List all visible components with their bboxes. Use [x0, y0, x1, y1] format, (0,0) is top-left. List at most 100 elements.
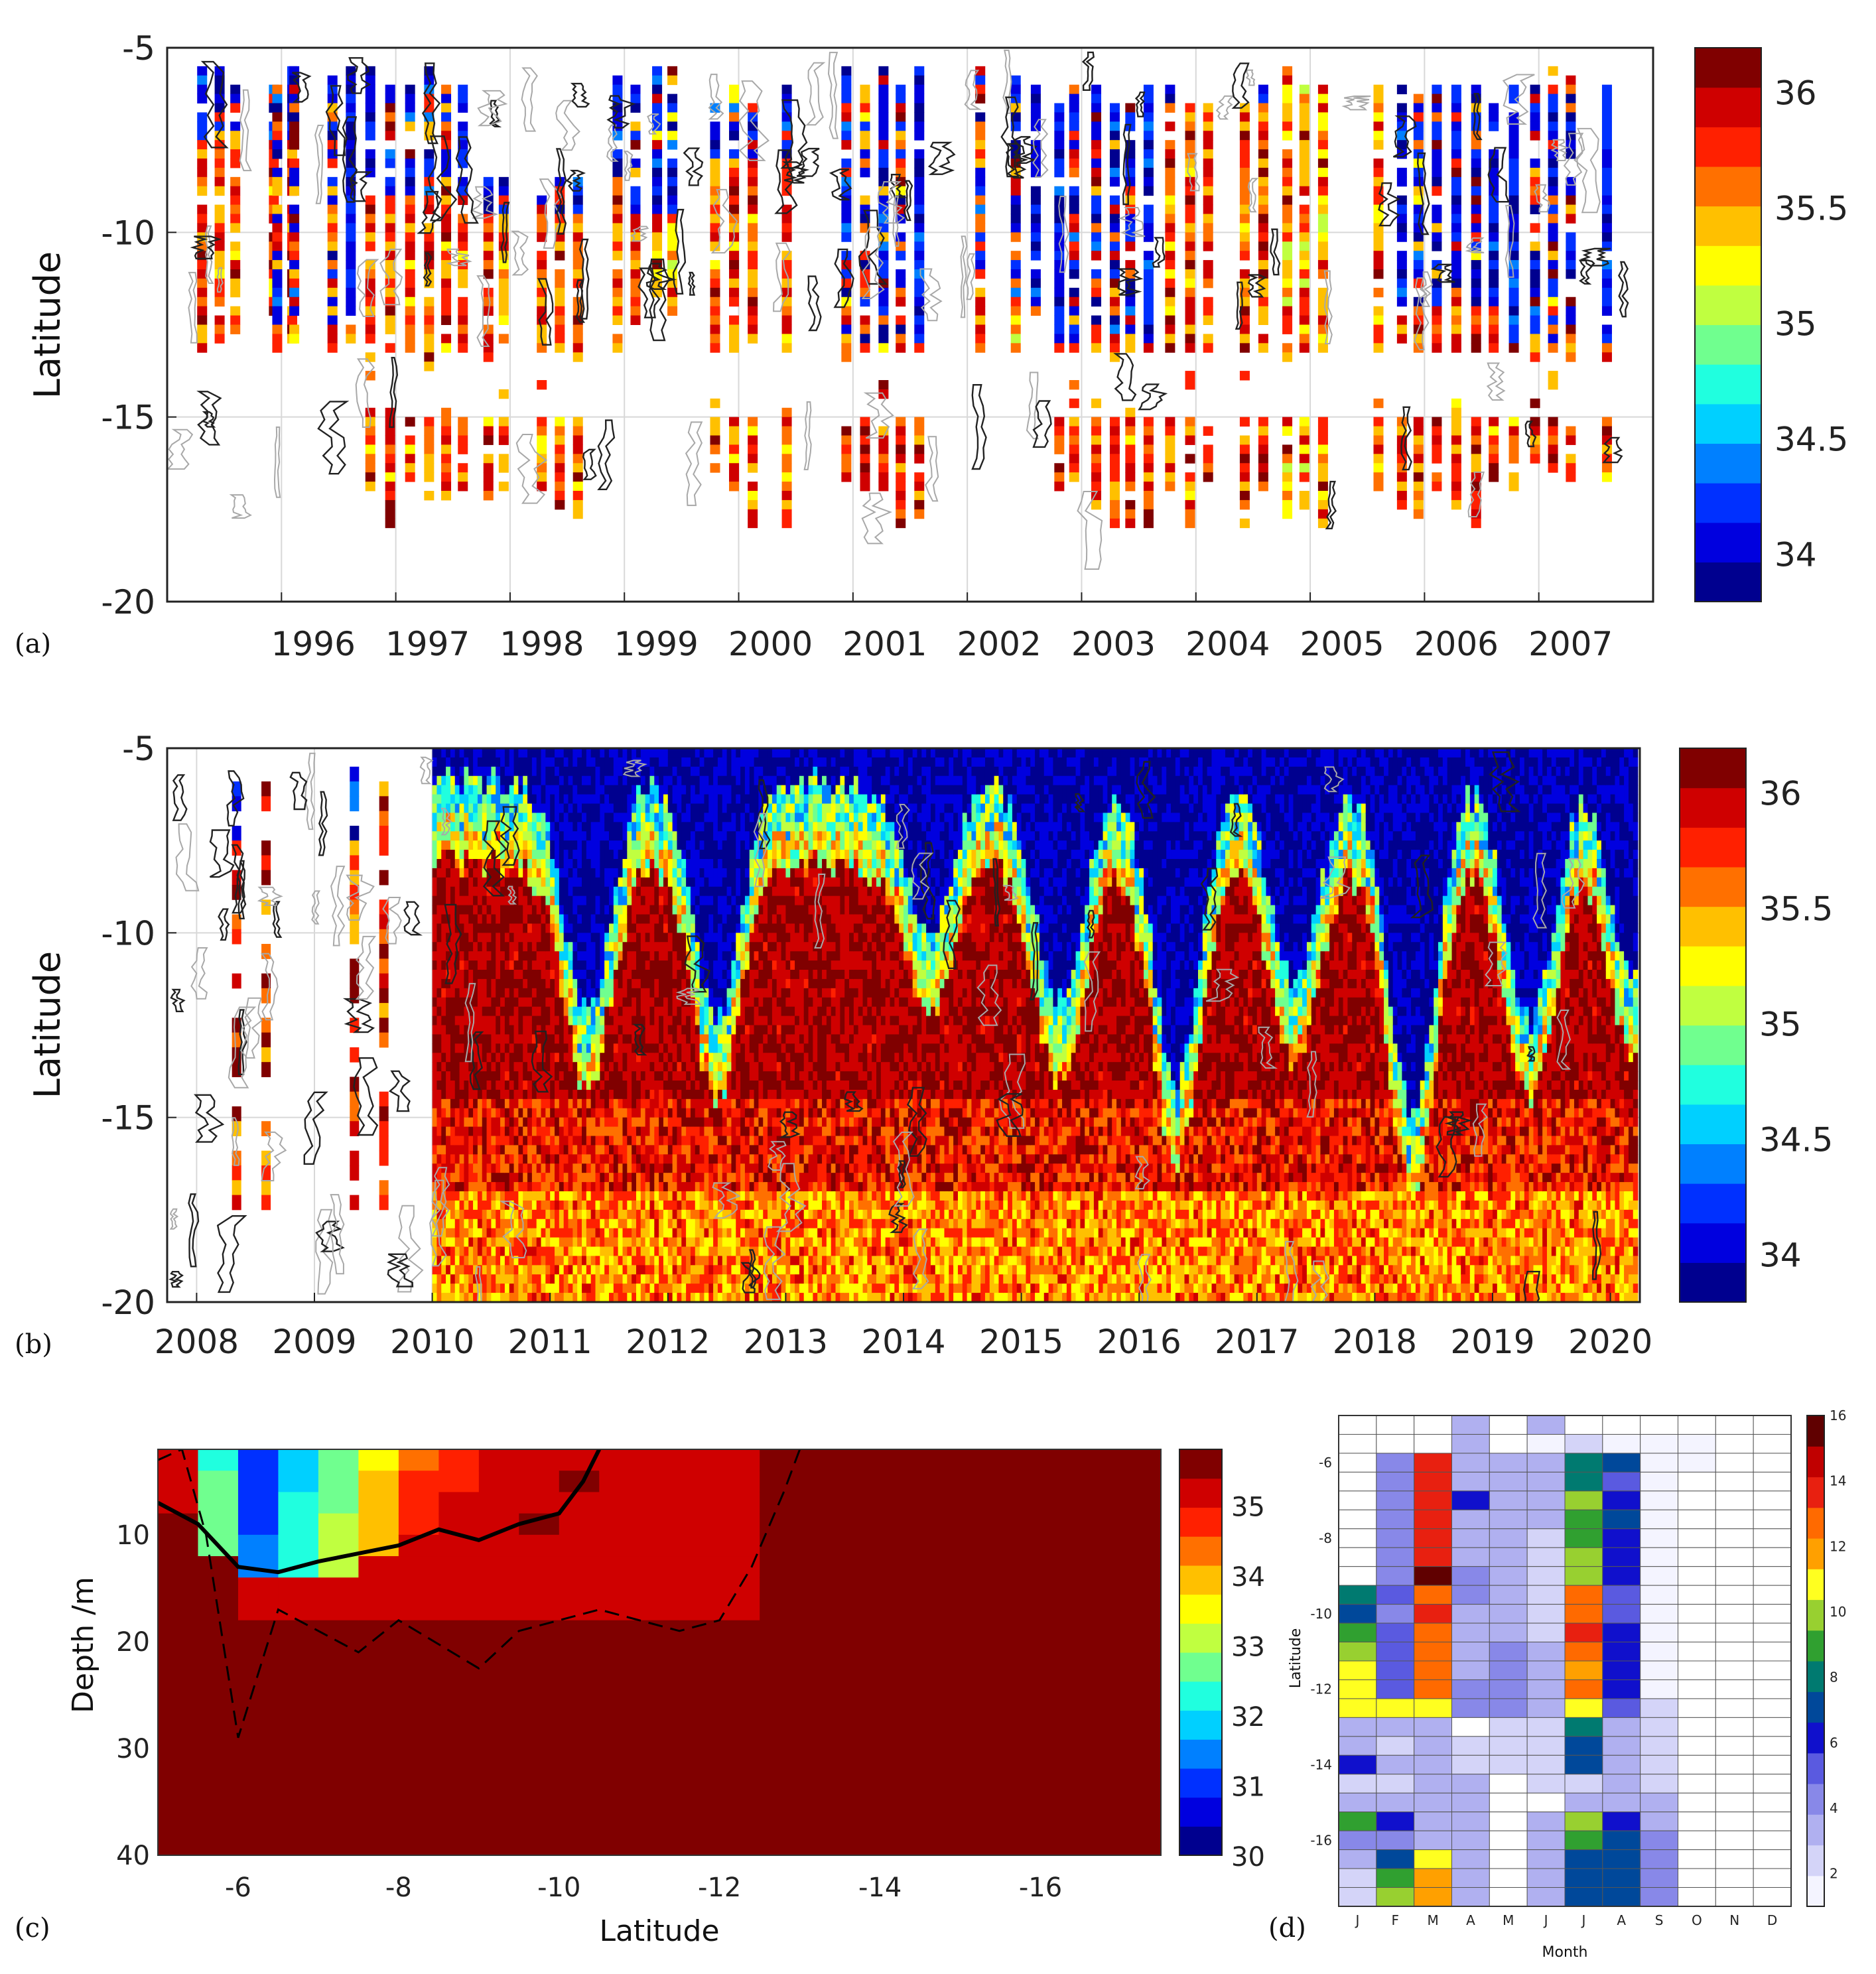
salinity-cell [436, 1154, 442, 1165]
salinity-cell [477, 877, 483, 888]
salinity-cell [612, 214, 623, 224]
salinity-cell [473, 895, 478, 906]
salinity-cell [459, 803, 465, 814]
salinity-cell [586, 775, 592, 786]
salinity-cell [527, 1173, 533, 1183]
salinity-cell [729, 435, 740, 445]
salinity-cell [441, 444, 452, 454]
salinity-cell [590, 1265, 596, 1276]
salinity-cell [230, 204, 241, 214]
salinity-cell [841, 223, 852, 233]
salinity-cell [1165, 463, 1175, 473]
salinity-cell [568, 1200, 574, 1211]
salinity-cell [568, 1145, 574, 1155]
salinity-cell [1185, 491, 1195, 501]
salinity-cell [441, 343, 452, 353]
salinity-cell [261, 796, 271, 812]
salinity-cell [613, 850, 619, 860]
contour-line [1235, 281, 1244, 330]
salinity-cell [555, 269, 565, 279]
salinity-cell [482, 766, 488, 777]
salinity-cell [1165, 306, 1175, 316]
salinity-cell [563, 923, 569, 934]
salinity-cell [1165, 251, 1175, 261]
salinity-cell [1601, 435, 1612, 445]
salinity-cell [563, 1043, 569, 1054]
salinity-cell [781, 287, 792, 298]
salinity-cell [541, 1154, 547, 1165]
salinity-cell [618, 923, 624, 934]
salinity-cell [1451, 223, 1461, 233]
salinity-cell [468, 1025, 474, 1035]
salinity-cell [424, 159, 435, 168]
salinity-cell [667, 131, 678, 141]
salinity-cell [454, 766, 460, 777]
salinity-cell [896, 482, 906, 492]
salinity-cell [477, 914, 483, 925]
salinity-cell [432, 1191, 438, 1201]
salinity-cell [498, 176, 509, 187]
salinity-cell [1203, 260, 1213, 270]
salinity-cell [582, 803, 587, 814]
salinity-cell [896, 112, 906, 122]
salinity-cell [527, 1182, 533, 1192]
salinity-cell [1508, 334, 1519, 344]
salinity-cell [214, 176, 225, 187]
salinity-cell [1299, 296, 1309, 307]
salinity-cell [586, 1228, 592, 1238]
salinity-cell [365, 315, 375, 325]
salinity-cell [477, 970, 483, 980]
salinity-cell [1282, 260, 1293, 270]
salinity-cell [590, 868, 596, 878]
salinity-cell [486, 988, 492, 998]
salinity-cell [1069, 417, 1079, 427]
salinity-cell [975, 223, 986, 233]
salinity-cell [1125, 334, 1136, 344]
salinity-cell [498, 334, 509, 344]
salinity-cell [1143, 260, 1154, 270]
salinity-cell [609, 850, 614, 860]
salinity-cell [523, 1163, 528, 1173]
salinity-cell [496, 1117, 501, 1128]
salinity-cell [860, 204, 870, 214]
salinity-cell [504, 1025, 510, 1035]
salinity-cell [468, 785, 474, 795]
salinity-cell [541, 1081, 547, 1090]
salinity-cell [612, 223, 623, 233]
salinity-cell [436, 877, 442, 888]
salinity-cell [568, 1108, 574, 1118]
salinity-cell [1282, 121, 1293, 131]
salinity-cell [482, 905, 488, 915]
salinity-cell [432, 822, 438, 832]
salinity-cell [1185, 103, 1195, 113]
salinity-cell [509, 1145, 515, 1155]
salinity-cell [464, 868, 470, 878]
salinity-cell [1566, 84, 1576, 95]
salinity-cell [531, 1117, 537, 1128]
salinity-cell [572, 1200, 578, 1211]
contour-line [317, 401, 350, 475]
salinity-cell [1203, 334, 1213, 344]
salinity-cell [496, 757, 501, 767]
salinity-cell [582, 978, 587, 989]
salinity-cell [500, 914, 505, 925]
salinity-cell [531, 877, 537, 888]
salinity-cell [365, 444, 375, 454]
salinity-cell [450, 1173, 456, 1183]
salinity-cell [477, 978, 483, 989]
salinity-cell [1069, 334, 1079, 344]
salinity-cell [527, 1071, 533, 1081]
salinity-cell [536, 1209, 542, 1220]
salinity-cell [667, 66, 678, 76]
salinity-cell [613, 914, 619, 925]
salinity-cell [491, 868, 497, 878]
salinity-cell [214, 167, 225, 178]
salinity-cell [568, 803, 574, 814]
salinity-cell [550, 1025, 555, 1035]
salinity-cell [289, 121, 300, 131]
salinity-cell [454, 1108, 460, 1118]
salinity-cell [555, 942, 560, 952]
salinity-cell [1451, 334, 1461, 344]
salinity-cell [1601, 472, 1612, 482]
salinity-cell [595, 1191, 601, 1201]
